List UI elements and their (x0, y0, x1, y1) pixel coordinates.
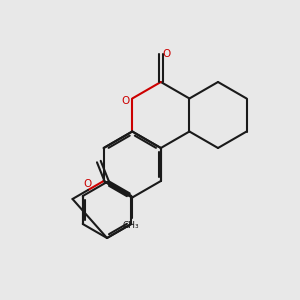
Text: CH₃: CH₃ (123, 220, 140, 230)
Text: O: O (83, 179, 91, 189)
Text: O: O (163, 49, 171, 59)
Text: O: O (121, 95, 129, 106)
